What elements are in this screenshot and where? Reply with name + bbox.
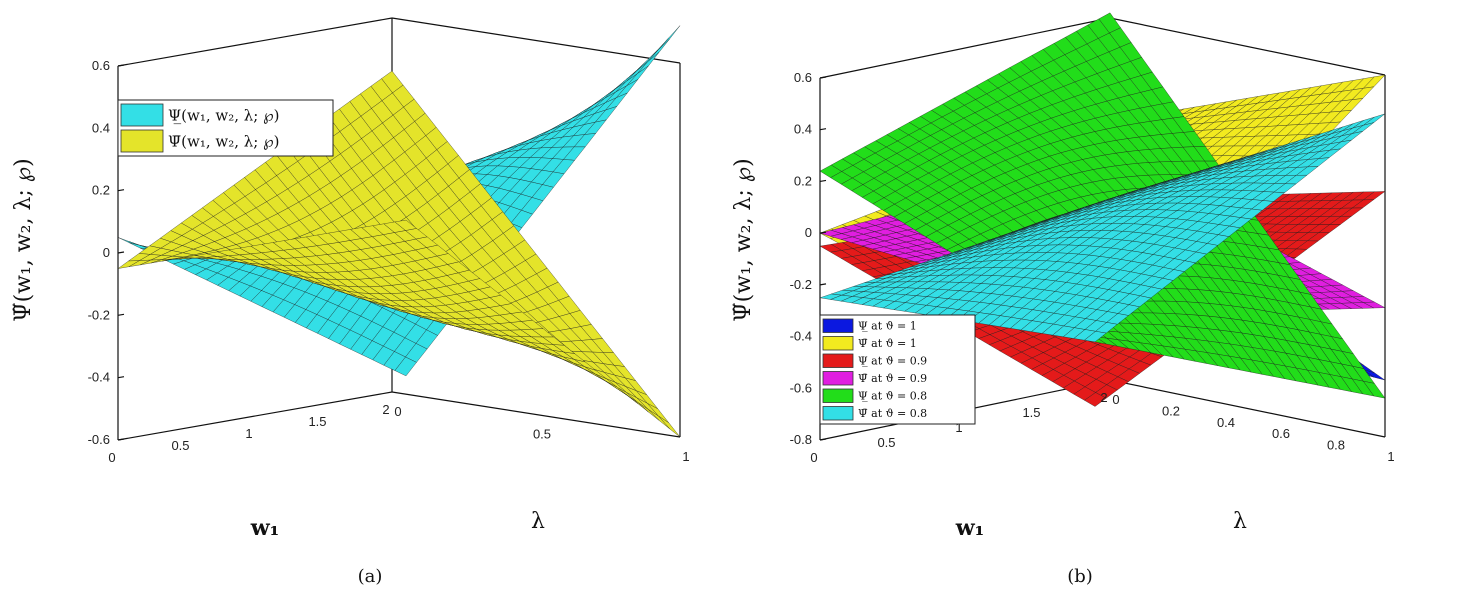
surface-patch [117, 237, 140, 246]
z-tick [117, 313, 125, 316]
legend: Ψ̲(w₁, w₂, λ; ℘) Ψ̄(w₁, w₂, λ; ℘) [117, 99, 334, 157]
top-right-edge [1109, 17, 1386, 76]
legend-entry: Ψ̄(w₁, w₂, λ; ℘) [168, 133, 279, 151]
legend-swatch [120, 129, 164, 153]
x-tick-label: 2 [382, 402, 389, 417]
x-axis-line [117, 391, 393, 441]
z-tick-label: -0.4 [88, 370, 110, 385]
surface-patch [394, 356, 417, 377]
z-tick-label: -0.6 [88, 432, 110, 447]
z-tick-label: 0.4 [92, 120, 110, 135]
surface-patch [647, 38, 670, 62]
y-tick-label: 0.5 [533, 427, 551, 442]
y-tick-label: 1 [682, 449, 689, 464]
y-tick-label: 0 [394, 404, 401, 419]
z-axis-label: Ψ̃(w₁, w₂, λ; ℘) [11, 158, 36, 321]
z-tick [117, 189, 125, 192]
surface-patch [394, 219, 418, 231]
z-tick-label: 0.6 [92, 58, 110, 73]
z-tick-label: 0.2 [92, 183, 110, 198]
y-axis-label: λ [531, 509, 545, 534]
legend-entry: Ψ̲(w₁, w₂, λ; ℘) [168, 107, 279, 125]
z-tick [117, 251, 125, 254]
surface-patch [658, 25, 681, 50]
legend-swatch [120, 103, 164, 127]
top-left-edge [819, 17, 1111, 79]
surface-patch [636, 49, 659, 71]
top-left-edge [117, 17, 393, 67]
z-tick [117, 64, 125, 67]
y-axis-line [1109, 379, 1386, 438]
surface-1 [117, 70, 681, 438]
panel-b: -0.8-0.6-0.4-0.200.20.40.600.511.52 00.20… [731, 12, 1395, 541]
x-tick-label: 1 [245, 426, 252, 441]
x-axis-label: w₁ [250, 515, 280, 541]
z-tick-label: 0 [103, 245, 110, 260]
y-axis-line [391, 391, 681, 438]
x-tick-label: 1.5 [308, 414, 326, 429]
x-tick-label: 0.5 [171, 438, 189, 453]
x-tick-label: 0 [108, 450, 115, 465]
top-right-edge [391, 17, 681, 64]
z-tick-label: -0.2 [88, 307, 110, 322]
z-tick [117, 438, 125, 441]
z-tick [117, 376, 125, 379]
surface-patch [637, 52, 660, 74]
